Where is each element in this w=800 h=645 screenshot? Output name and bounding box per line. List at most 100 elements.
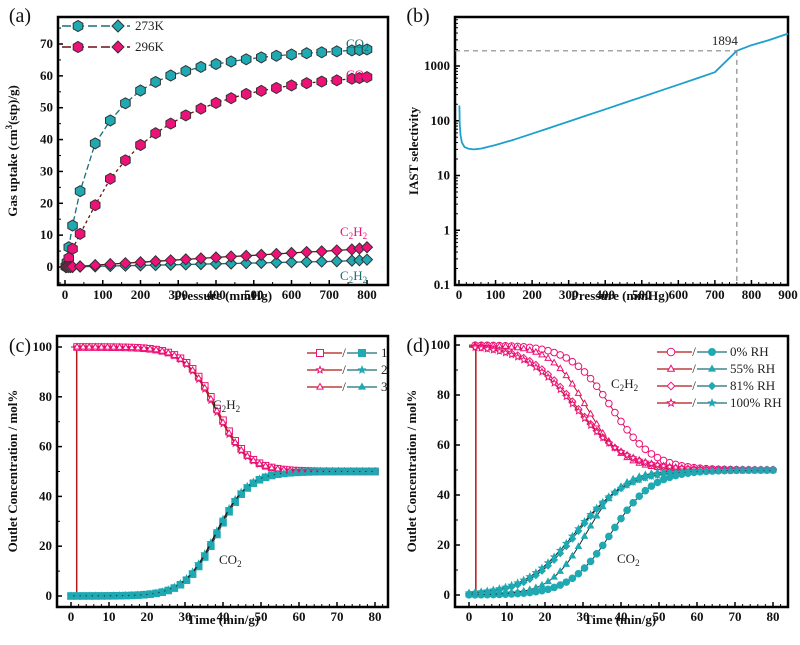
data-point: [89, 137, 101, 150]
y-axis-label: Outlet Concentration / mol%: [404, 390, 419, 553]
c2h2-point: [538, 350, 546, 358]
c2h2-point: [562, 371, 571, 379]
c2h2-point: [231, 438, 239, 445]
co2-point: [543, 558, 553, 567]
x-tick-label: 20: [539, 609, 552, 624]
data-point: [165, 69, 176, 82]
co2-point: [67, 591, 75, 599]
c2h2-point: [550, 358, 558, 366]
co2-point: [261, 472, 270, 480]
panel-b: (b) 0 100 200 300 400 500 600 700 800 900 0.1 1 10 100…: [406, 5, 798, 303]
data-point: [104, 257, 117, 271]
co2-point: [488, 585, 498, 594]
co2-point: [525, 572, 535, 581]
co2-point: [346, 467, 355, 475]
y-tick-label: 0: [46, 588, 53, 603]
co2-point: [79, 591, 87, 599]
c2h2-point: [501, 348, 510, 357]
co2-point: [255, 474, 264, 482]
co2-point: [622, 480, 632, 489]
c2h2-point: [488, 345, 498, 354]
data-point: [270, 256, 283, 269]
legend-slash: /: [692, 395, 696, 410]
co2-point: [659, 469, 668, 478]
y-tick-label: 0: [444, 587, 451, 602]
co2-point: [665, 468, 675, 477]
x-tick-label: 50: [653, 609, 666, 624]
legend-marker-c2h2: [666, 397, 676, 408]
x-tick-label: 50: [255, 609, 268, 624]
c2h2-point: [616, 447, 626, 456]
co2-point: [556, 567, 565, 574]
legend-slash: /: [342, 379, 346, 394]
co2-point: [476, 587, 486, 596]
legend-label: 273K: [135, 18, 165, 33]
c2h2-point: [152, 345, 160, 353]
co2-point: [592, 549, 601, 558]
c2h2-point: [635, 439, 644, 448]
c2h2-point: [507, 350, 516, 359]
x-tick-label: 900: [778, 287, 798, 302]
data-point: [239, 249, 253, 263]
c2h2-point: [213, 406, 221, 414]
co2-point: [532, 583, 540, 591]
y-tick-label: 20: [437, 537, 450, 552]
legend-marker: [72, 19, 84, 33]
data-point: [164, 254, 177, 267]
data-point: [270, 247, 283, 261]
c2h2-point: [611, 408, 619, 417]
annotation-c2h2: C2H2: [611, 376, 639, 393]
c2h2-point: [115, 342, 124, 350]
y-tick-label: 60: [39, 439, 52, 454]
c2h2-point: [267, 463, 276, 471]
co2-point: [568, 551, 577, 559]
data-point: [224, 250, 238, 263]
x-tick-label: 800: [357, 287, 377, 302]
data-point: [255, 256, 268, 270]
co2-point: [298, 467, 306, 475]
c2h2-point: [567, 399, 577, 408]
c2h2-point: [146, 344, 154, 352]
co2-point: [768, 465, 778, 474]
c2h2-point: [622, 450, 632, 459]
c2h2-point: [592, 382, 601, 391]
co2-point: [273, 469, 282, 477]
legend: / 0% RH / 55% RH / 81% RH / 100% RH: [657, 344, 782, 410]
x-axis-label: Pressure (mmHg): [571, 288, 669, 303]
annotation-co2-273: CO2: [346, 36, 369, 53]
c2h2-point: [592, 419, 601, 427]
data-point: [286, 79, 297, 92]
c2h2-point: [207, 394, 215, 402]
legend: / 1 / 2 / 3: [307, 345, 388, 394]
c2h2-point: [544, 346, 552, 355]
co2-point: [304, 467, 312, 475]
y-tick-label: 20: [39, 538, 52, 553]
data-point: [239, 256, 253, 270]
y-tick-label: 100: [431, 113, 451, 128]
co2-point: [544, 585, 552, 594]
x-tick-label: 20: [141, 609, 154, 624]
co2-point: [519, 575, 529, 584]
c2h2-point: [513, 343, 522, 351]
legend-marker-c2h2: [315, 382, 325, 390]
x-tick-label: 200: [131, 287, 151, 302]
co2-point: [598, 497, 608, 506]
co2-point: [279, 468, 288, 476]
x-tick-label: 0: [62, 287, 69, 302]
co2-point: [567, 531, 577, 540]
data-point: [361, 43, 373, 56]
data-point: [120, 97, 131, 110]
x-tick-label: 70: [729, 609, 742, 624]
c2h2-point: [647, 459, 656, 468]
co2-point: [328, 467, 337, 475]
y-axis-label: Gas uptake (cm3(stp)/g): [4, 85, 20, 217]
x-tick-label: 500: [632, 287, 652, 302]
c2h2-point: [628, 453, 638, 462]
c2h2-point: [580, 368, 589, 376]
c2h2-point: [97, 342, 106, 350]
legend-marker: [111, 19, 125, 33]
x-tick-label: 40: [217, 609, 230, 624]
data-point: [315, 255, 328, 268]
c2h2-point: [605, 399, 613, 408]
